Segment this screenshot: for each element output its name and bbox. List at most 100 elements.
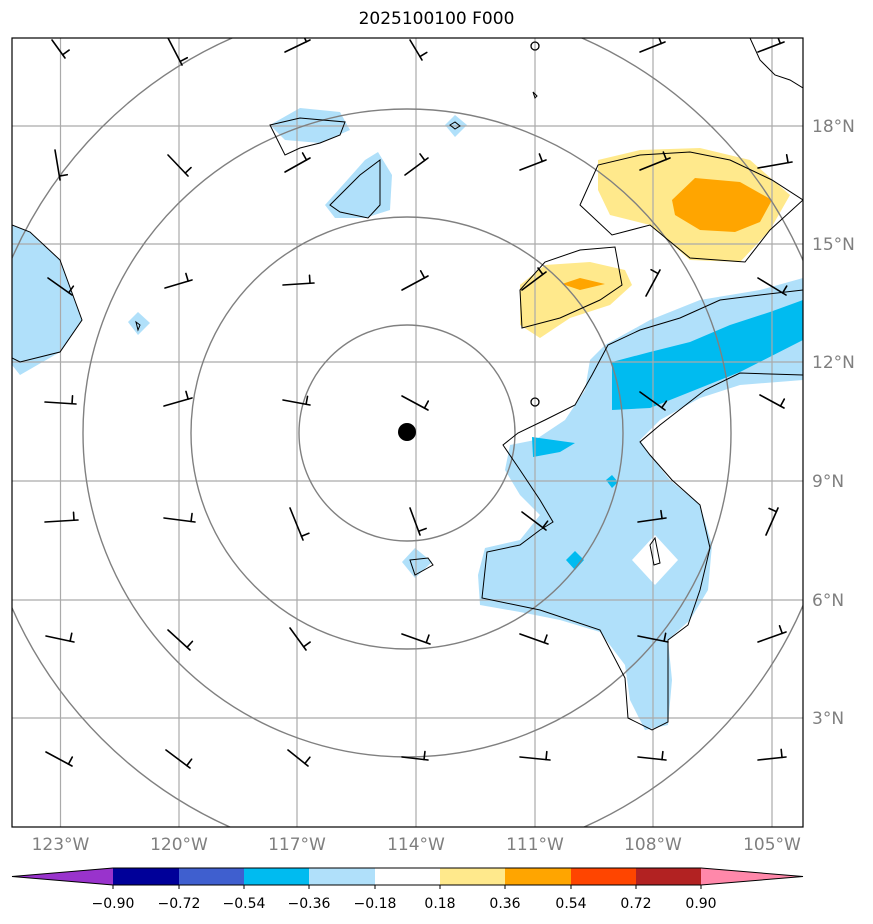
wind-barb <box>401 275 429 291</box>
lon-label: 111°W <box>506 835 564 855</box>
wind-barb <box>757 161 793 169</box>
lon-label: 114°W <box>387 835 445 855</box>
lat-tick-labels: 18°N 15°N 12°N 9°N 6°N 3°N <box>812 117 855 729</box>
shading-negative-light <box>12 108 803 730</box>
wind-barb <box>54 149 61 181</box>
wind-barb-feather <box>785 154 789 164</box>
wind-barb-feather <box>419 153 426 162</box>
wind-barb-feather <box>419 51 428 58</box>
wind-barb-feather <box>543 634 548 644</box>
wind-barb <box>639 391 666 411</box>
wind-barb <box>521 271 547 291</box>
wind-barb <box>44 401 77 405</box>
colorbar-tick-label: 0.54 <box>555 896 586 912</box>
contour-lines <box>12 38 803 731</box>
colorbar-segment <box>244 868 309 885</box>
graticule <box>12 38 803 827</box>
colorbar-tick-label: −0.54 <box>223 896 266 912</box>
wind-barb <box>765 507 779 536</box>
colorbar-segment <box>571 868 636 885</box>
wind-barb-feather <box>541 520 549 529</box>
wind-barb <box>163 397 193 407</box>
lat-label: 9°N <box>812 472 844 492</box>
wind-barb-feather <box>780 748 783 759</box>
colorbar-segment <box>309 868 375 885</box>
colorbar-segment <box>505 868 571 885</box>
colorbar-segment <box>179 868 244 885</box>
wind-barb-feather <box>184 166 192 174</box>
wind-barb <box>519 633 549 645</box>
wind-barb <box>47 277 73 296</box>
colorbar-tick-label: 0.18 <box>424 896 455 912</box>
wind-barb-feather <box>304 756 311 765</box>
wind-barb <box>167 154 189 177</box>
lat-label: 6°N <box>812 591 844 611</box>
colorbar-tick-label: −0.18 <box>354 896 397 912</box>
lon-label: 123°W <box>32 835 90 855</box>
wind-barb <box>45 751 73 767</box>
wind-barb <box>401 633 431 645</box>
lon-tick-labels: 123°W 120°W 117°W 114°W 111°W 108°W 105°… <box>32 835 801 855</box>
colorbar-segment <box>375 868 440 885</box>
wind-barb-feather <box>537 267 544 276</box>
wind-barb-feather <box>190 512 193 523</box>
wind-barb-feather <box>300 532 310 538</box>
wind-barb <box>163 517 196 523</box>
colorbar-extend-high <box>701 868 803 885</box>
wind-barb-feather <box>660 400 668 409</box>
colorbar-segment <box>636 868 701 885</box>
wind-barb <box>639 157 671 171</box>
shading-negative-mid <box>532 300 803 570</box>
wind-barb-feather <box>662 151 668 161</box>
wind-barb-feather <box>67 285 75 294</box>
lat-label: 12°N <box>812 353 855 373</box>
range-rings <box>12 38 803 827</box>
colorbar-tick-label: 0.90 <box>685 896 716 912</box>
wind-barb <box>165 749 191 769</box>
storm-center-marker <box>398 423 416 441</box>
wind-barb-feather <box>650 268 659 275</box>
wind-barb-feather <box>58 173 69 177</box>
wind-barb-feather <box>779 398 786 407</box>
colorbar-extend-low <box>12 868 113 885</box>
wind-barb-feather <box>185 272 189 282</box>
wind-barb <box>289 507 304 541</box>
wind-barb <box>167 629 191 651</box>
wind-barb <box>401 395 429 411</box>
colorbar-tick-label: −0.36 <box>288 896 331 912</box>
small-markers <box>530 41 540 407</box>
colorbar-segment <box>113 868 179 885</box>
wind-barb-feather <box>419 270 426 279</box>
colorbar-segment <box>440 868 505 885</box>
wind-barb <box>167 38 183 66</box>
wind-barb-feather <box>425 634 430 644</box>
lat-label: 15°N <box>812 235 855 255</box>
wind-barb-feather <box>778 625 784 635</box>
lon-label: 120°W <box>150 835 208 855</box>
wind-barb <box>521 511 547 531</box>
wind-barb <box>44 519 79 523</box>
wind-barb-feather <box>660 509 663 520</box>
wind-barb-feather <box>663 632 667 643</box>
wind-barb-feather <box>777 38 782 45</box>
wind-barb-feather <box>308 274 311 285</box>
wind-barb-feather <box>423 750 426 761</box>
wind-barb-feather <box>302 641 311 648</box>
wind-barb-feather <box>417 527 427 533</box>
plot-frame <box>11 37 804 828</box>
wind-barb-feather <box>305 395 309 406</box>
wind-barb <box>637 635 669 643</box>
wind-barb <box>282 282 315 286</box>
map-title: 2025100100 F000 <box>358 9 515 29</box>
wind-barb <box>519 756 551 761</box>
colorbar-tick-label: −0.72 <box>158 896 201 912</box>
shading-positive-mid <box>562 178 772 290</box>
lat-label: 3°N <box>812 709 844 729</box>
wind-barbs <box>44 38 793 769</box>
plot-area <box>12 38 803 827</box>
lon-label: 108°W <box>624 835 682 855</box>
shading-hole <box>632 535 678 585</box>
wind-barb <box>757 277 787 296</box>
wind-barb-feather <box>781 285 788 294</box>
